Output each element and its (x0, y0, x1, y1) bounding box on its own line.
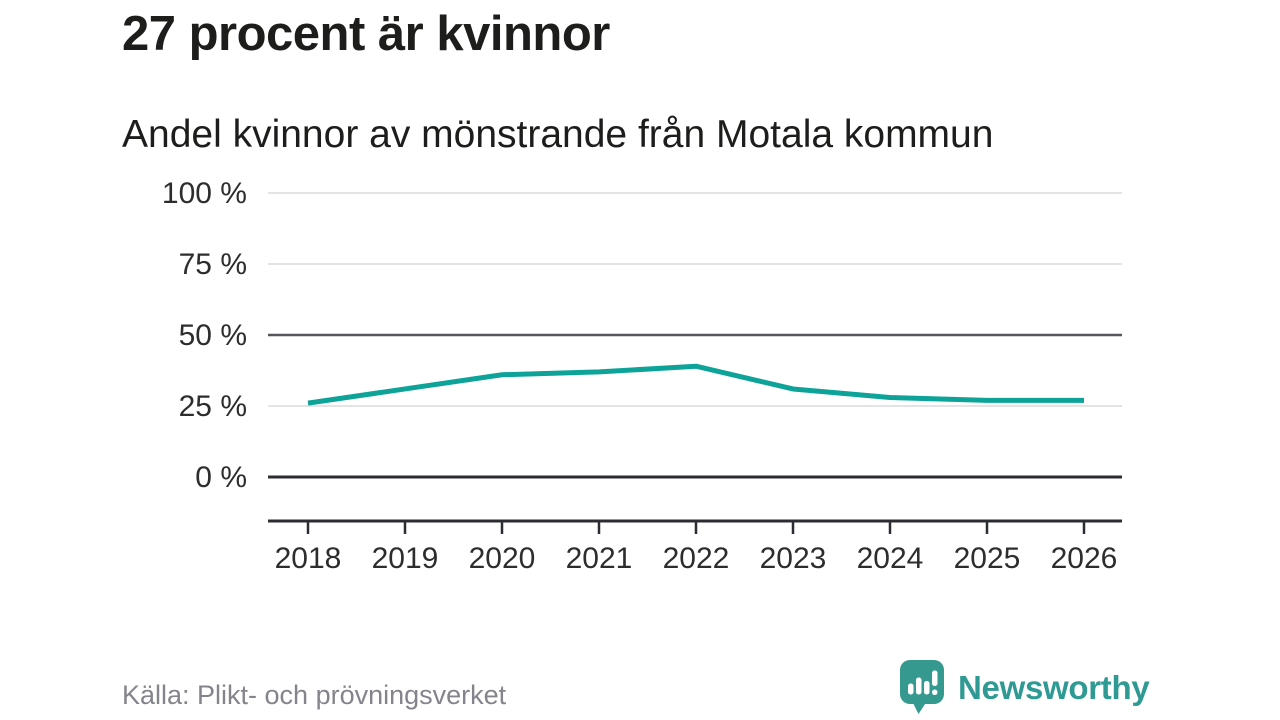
x-tick-label: 2023 (760, 542, 827, 575)
chart-title: 27 procent är kvinnor (122, 7, 610, 61)
x-tick-label: 2021 (566, 542, 633, 575)
y-tick-label: 25 % (179, 390, 247, 423)
x-tick-label: 2020 (469, 542, 536, 575)
newsworthy-brand: Newsworthy (899, 659, 1150, 715)
brand-name: Newsworthy (958, 669, 1150, 706)
x-tick-label: 2026 (1051, 542, 1118, 575)
newsworthy-logo-icon (900, 660, 944, 714)
x-tick-label: 2024 (857, 542, 924, 575)
x-tick-label: 2025 (954, 542, 1021, 575)
y-tick-label: 50 % (179, 319, 247, 352)
x-tick-label: 2019 (372, 542, 439, 575)
x-tick-label: 2022 (663, 542, 730, 575)
data-line-andel-kvinnor (307, 363, 1084, 406)
y-tick-label: 100 % (162, 177, 247, 210)
y-tick-label: 0 % (195, 461, 247, 494)
y-tick-label: 75 % (179, 248, 247, 281)
chart-subtitle: Andel kvinnor av mönstrande från Motala … (122, 113, 994, 156)
x-tick-label: 2018 (275, 542, 342, 575)
source-note: Källa: Plikt- och prövningsverket (122, 680, 507, 710)
